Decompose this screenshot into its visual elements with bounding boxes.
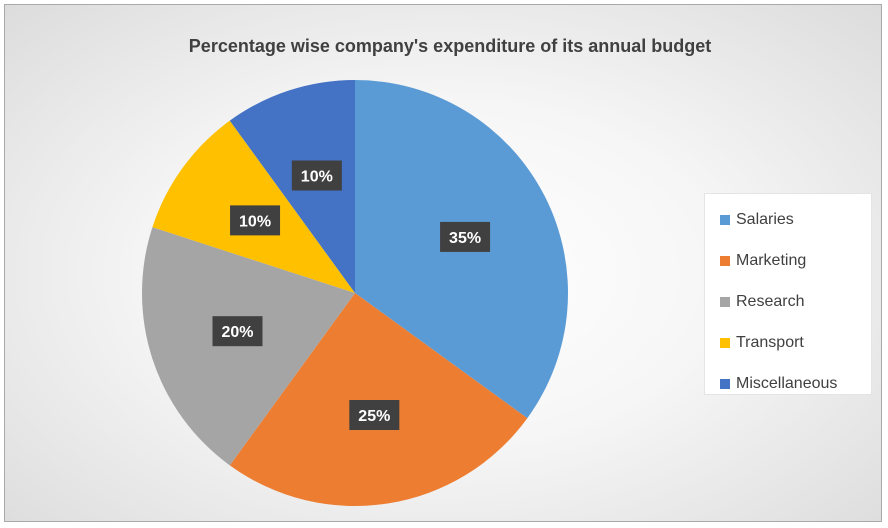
data-label-box <box>212 316 263 347</box>
legend-swatch-research <box>720 296 730 307</box>
data-label-text: 20% <box>221 324 253 341</box>
legend: Salaries Marketing Research Transport Mi… <box>704 193 872 395</box>
data-label-text: 10% <box>239 213 271 230</box>
pie-data-labels: 35% 25% 20% 10% 10% <box>212 160 491 431</box>
legend-swatch-transport <box>720 337 730 348</box>
data-label-box <box>440 221 491 252</box>
data-label-miscellaneous: 10% <box>291 160 342 191</box>
legend-label-miscellaneous: Miscellaneous <box>736 374 838 392</box>
legend-label-transport: Transport <box>736 333 804 351</box>
chart-title: Percentage wise company's expenditure of… <box>188 36 712 56</box>
data-label-marketing: 25% <box>349 400 400 431</box>
pie-slices <box>141 80 568 506</box>
data-label-text: 35% <box>449 230 481 247</box>
legend-label-marketing: Marketing <box>736 251 807 269</box>
legend-swatch-miscellaneous <box>720 378 730 389</box>
pie-slice-research <box>141 227 355 466</box>
data-label-box <box>230 205 281 236</box>
legend-swatch-marketing <box>720 255 730 266</box>
data-label-box <box>291 160 342 191</box>
data-label-box <box>349 400 400 431</box>
data-label-transport: 10% <box>230 205 281 236</box>
legend-item-research: Research <box>705 281 871 322</box>
data-label-text: 10% <box>301 169 333 186</box>
legend-swatch-salaries <box>720 214 730 225</box>
data-label-salaries: 35% <box>440 221 491 252</box>
legend-label-salaries: Salaries <box>736 210 794 228</box>
data-label-text: 25% <box>358 408 390 425</box>
legend-label-research: Research <box>736 292 805 310</box>
legend-item-transport: Transport <box>705 322 871 363</box>
legend-item-marketing: Marketing <box>705 240 871 281</box>
data-label-research: 20% <box>212 316 263 347</box>
legend-item-salaries: Salaries <box>705 199 871 240</box>
pie-slice-marketing <box>229 293 528 506</box>
legend-item-miscellaneous: Miscellaneous <box>705 363 871 404</box>
